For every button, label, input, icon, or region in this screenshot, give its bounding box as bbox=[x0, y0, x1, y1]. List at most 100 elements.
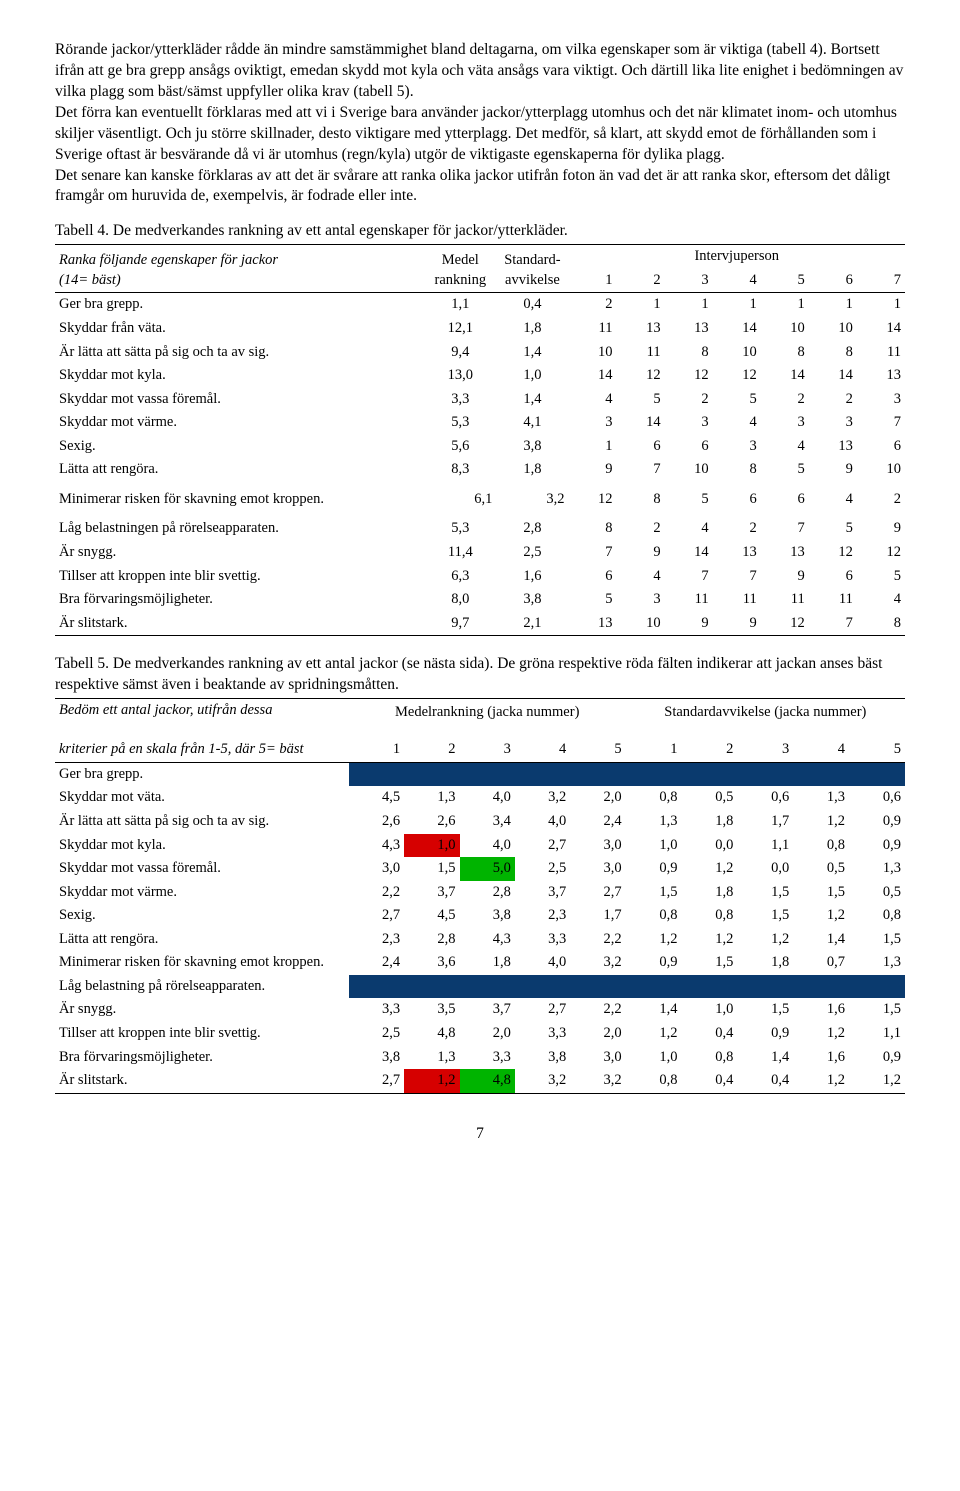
t5-m-cell: 2,7 bbox=[570, 881, 625, 905]
t4-row-label: Skyddar mot värme. bbox=[55, 411, 424, 435]
t4-row-std: 3,8 bbox=[496, 435, 568, 459]
t5-m-cell: 3,7 bbox=[515, 881, 570, 905]
t5-m-cell: 3,6 bbox=[404, 951, 459, 975]
table4: Ranka följande egenskaper för jackor(14=… bbox=[55, 244, 905, 636]
t4-row-std: 2,8 bbox=[496, 517, 568, 541]
t5-s-cell: 1,4 bbox=[626, 998, 682, 1022]
table-row: Lätta att rengöra.8,31,8971085910 bbox=[55, 458, 905, 482]
t4-cell: 10 bbox=[857, 458, 905, 482]
t4-cell: 11 bbox=[568, 317, 616, 341]
t4-cell: 14 bbox=[665, 541, 713, 565]
t5-m-cell: 3,2 bbox=[515, 1069, 570, 1093]
t5-row-label: Bra förvaringsmöjligheter. bbox=[55, 1046, 349, 1070]
t5-hdr-s4: 4 bbox=[793, 735, 849, 762]
t5-m-cell: 3,8 bbox=[460, 904, 515, 928]
t4-row-label: Är lätta att sätta på sig och ta av sig. bbox=[55, 341, 424, 365]
t5-hdr-s5: 5 bbox=[849, 735, 905, 762]
t5-s-cell: 1,1 bbox=[849, 1022, 905, 1046]
t4-cell: 14 bbox=[761, 364, 809, 388]
t4-cell: 1 bbox=[809, 293, 857, 317]
t5-s-cell: 0,4 bbox=[682, 1022, 738, 1046]
table-row: Skyddar mot väta.4,51,34,03,22,00,80,50,… bbox=[55, 786, 905, 810]
table-row: Tillser att kroppen inte blir svettig.6,… bbox=[55, 565, 905, 589]
t4-row-std: 1,0 bbox=[496, 364, 568, 388]
t5-s-cell: 1,8 bbox=[682, 810, 738, 834]
t5-s-cell: 1,2 bbox=[849, 1069, 905, 1093]
t5-m-cell: 3,7 bbox=[460, 998, 515, 1022]
t4-cell: 11 bbox=[809, 588, 857, 612]
t4-cell: 8 bbox=[857, 612, 905, 636]
table-row: Skyddar mot kyla.13,01,014121212141413 bbox=[55, 364, 905, 388]
t4-cell: 2 bbox=[617, 517, 665, 541]
t4-row-std: 1,8 bbox=[496, 458, 568, 482]
t5-row-label: Ger bra grepp. bbox=[55, 762, 349, 786]
t5-m-cell: 3,5 bbox=[404, 998, 459, 1022]
t4-row-medel: 6,3 bbox=[424, 565, 496, 589]
t5-m-cell: 2,8 bbox=[404, 928, 459, 952]
t4-row-medel: 11,4 bbox=[424, 541, 496, 565]
table-row: Är slitstark.2,71,24,83,23,20,80,40,41,2… bbox=[55, 1069, 905, 1093]
t5-s-cell: 0,8 bbox=[682, 904, 738, 928]
t4-row-label: Bra förvaringsmöjligheter. bbox=[55, 588, 424, 612]
t5-m-cell: 3,8 bbox=[515, 1046, 570, 1070]
t4-hdr-p3: 3 bbox=[665, 269, 713, 293]
t4-cell: 4 bbox=[713, 411, 761, 435]
t5-hdr-m3: 3 bbox=[460, 735, 515, 762]
t4-cell: 8 bbox=[568, 517, 616, 541]
t5-m-cell: 2,0 bbox=[460, 1022, 515, 1046]
t4-cell: 6 bbox=[809, 565, 857, 589]
t4-cell: 9 bbox=[665, 612, 713, 636]
t5-m-cell: 1,3 bbox=[404, 1046, 459, 1070]
t4-cell: 2 bbox=[713, 517, 761, 541]
t5-m-cell: 1,7 bbox=[570, 904, 625, 928]
t4-cell: 13 bbox=[568, 612, 616, 636]
t4-cell: 8 bbox=[665, 341, 713, 365]
t5-row-label: Minimerar risken för skavning emot kropp… bbox=[55, 951, 349, 975]
t5-row-label: Låg belastning på rörelseapparaten. bbox=[55, 975, 349, 999]
t5-m-cell: 4,0 bbox=[460, 786, 515, 810]
t5-m-cell: 2,8 bbox=[460, 881, 515, 905]
t4-cell: 14 bbox=[568, 364, 616, 388]
t4-row-label: Minimerar risken för skavning emot kropp… bbox=[55, 482, 424, 518]
t4-cell: 3 bbox=[617, 588, 665, 612]
t5-m-cell: 2,5 bbox=[349, 1022, 404, 1046]
t4-row-label: Ger bra grepp. bbox=[55, 293, 424, 317]
t4-cell: 10 bbox=[809, 317, 857, 341]
t5-m-cell: 3,0 bbox=[570, 834, 625, 858]
t4-hdr-p1: 1 bbox=[568, 269, 616, 293]
t5-s-cell: 1,8 bbox=[682, 881, 738, 905]
t5-s-cell: 0,9 bbox=[626, 951, 682, 975]
t5-s-cell: 1,2 bbox=[793, 1069, 849, 1093]
t5-s-cell: 0,9 bbox=[849, 834, 905, 858]
t4-cell: 11 bbox=[617, 341, 665, 365]
t5-s-cell: 1,5 bbox=[737, 904, 793, 928]
t5-m-cell: 1,2 bbox=[404, 1069, 459, 1093]
t4-cell: 6 bbox=[761, 482, 809, 518]
t5-s-cell: 0,8 bbox=[626, 1069, 682, 1093]
t4-row-std: 1,8 bbox=[496, 317, 568, 341]
t5-m-cell: 3,3 bbox=[515, 1022, 570, 1046]
t4-cell: 7 bbox=[761, 517, 809, 541]
t5-s-cell: 1,5 bbox=[793, 881, 849, 905]
t5-s-cell: 0,9 bbox=[626, 857, 682, 881]
t4-cell: 14 bbox=[857, 317, 905, 341]
t4-cell: 10 bbox=[665, 458, 713, 482]
t5-m-cell: 2,7 bbox=[349, 904, 404, 928]
t4-row-std: 2,5 bbox=[496, 541, 568, 565]
t4-cell: 8 bbox=[617, 482, 665, 518]
t4-cell: 10 bbox=[568, 341, 616, 365]
t5-m-cell: 3,0 bbox=[570, 857, 625, 881]
t4-cell: 7 bbox=[617, 458, 665, 482]
t4-cell: 10 bbox=[617, 612, 665, 636]
t5-s-cell: 0,4 bbox=[682, 1069, 738, 1093]
t4-cell: 9 bbox=[761, 565, 809, 589]
t4-row-label: Skyddar mot kyla. bbox=[55, 364, 424, 388]
t5-s-cell: 1,2 bbox=[793, 904, 849, 928]
t5-row-label: Tillser att kroppen inte blir svettig. bbox=[55, 1022, 349, 1046]
t5-navy-bar bbox=[349, 975, 905, 999]
t5-s-cell: 0,0 bbox=[682, 834, 738, 858]
table-row: Är lätta att sätta på sig och ta av sig.… bbox=[55, 341, 905, 365]
t4-hdr-p4: 4 bbox=[713, 269, 761, 293]
t4-row-label: Låg belastningen på rörelseapparaten. bbox=[55, 517, 424, 541]
t5-s-cell: 1,5 bbox=[849, 998, 905, 1022]
